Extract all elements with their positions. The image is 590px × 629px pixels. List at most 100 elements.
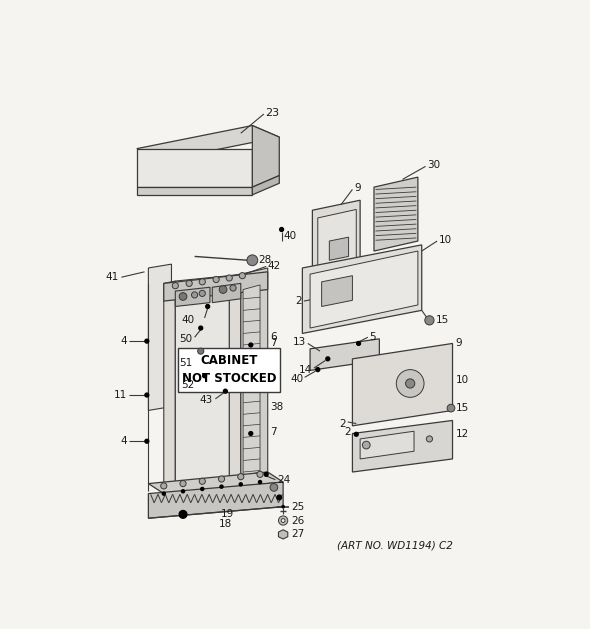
Circle shape (218, 476, 225, 482)
Polygon shape (278, 530, 288, 539)
Text: 50: 50 (179, 334, 192, 344)
Circle shape (355, 432, 358, 437)
Text: 51: 51 (179, 359, 192, 369)
Circle shape (220, 485, 223, 488)
Text: 9: 9 (354, 183, 360, 193)
Polygon shape (148, 264, 172, 411)
Polygon shape (212, 284, 241, 303)
Circle shape (145, 439, 149, 443)
Polygon shape (352, 343, 453, 426)
Circle shape (172, 282, 178, 289)
Circle shape (362, 441, 370, 449)
Polygon shape (137, 187, 253, 195)
Text: 40: 40 (182, 315, 195, 325)
Polygon shape (360, 431, 414, 459)
FancyBboxPatch shape (178, 348, 280, 392)
Text: 23: 23 (266, 108, 280, 118)
Circle shape (213, 277, 219, 282)
Text: 7: 7 (270, 338, 277, 348)
Circle shape (230, 285, 236, 291)
Circle shape (281, 519, 285, 523)
Circle shape (162, 492, 165, 495)
Text: 40: 40 (290, 374, 303, 384)
Circle shape (396, 370, 424, 398)
Circle shape (282, 506, 284, 508)
Text: 11: 11 (113, 390, 127, 400)
Circle shape (257, 471, 263, 477)
Text: 27: 27 (291, 530, 305, 540)
Circle shape (280, 228, 284, 231)
Circle shape (247, 255, 258, 265)
Polygon shape (137, 148, 253, 187)
Text: 15: 15 (455, 403, 469, 413)
Circle shape (206, 304, 209, 308)
Text: 24: 24 (277, 475, 290, 485)
Circle shape (258, 481, 261, 484)
Polygon shape (312, 200, 360, 305)
Circle shape (201, 487, 204, 491)
Circle shape (186, 281, 192, 286)
Circle shape (219, 286, 227, 293)
Polygon shape (253, 175, 279, 195)
Text: CABINET
NOT STOCKED: CABINET NOT STOCKED (182, 354, 277, 385)
Polygon shape (241, 268, 268, 480)
Polygon shape (322, 276, 352, 306)
Circle shape (179, 511, 187, 518)
Circle shape (145, 393, 149, 397)
Circle shape (357, 342, 360, 345)
Text: 19: 19 (221, 509, 234, 520)
Circle shape (425, 316, 434, 325)
Polygon shape (374, 177, 418, 251)
Polygon shape (164, 272, 268, 301)
Text: 2: 2 (340, 418, 346, 428)
Circle shape (270, 484, 278, 491)
Circle shape (182, 490, 185, 493)
Text: 43: 43 (200, 396, 213, 406)
Text: 2: 2 (296, 296, 302, 306)
Circle shape (326, 357, 330, 361)
Circle shape (277, 495, 281, 500)
Circle shape (405, 379, 415, 388)
Circle shape (226, 275, 232, 281)
Circle shape (179, 292, 187, 300)
Polygon shape (310, 339, 379, 370)
Text: 40: 40 (284, 231, 297, 241)
Polygon shape (253, 126, 279, 187)
Polygon shape (243, 285, 260, 476)
Text: 10: 10 (438, 235, 452, 245)
Text: 15: 15 (435, 315, 449, 325)
Text: 52: 52 (181, 380, 195, 390)
Polygon shape (175, 276, 230, 484)
Text: 5: 5 (369, 331, 376, 342)
Text: 38: 38 (270, 401, 283, 411)
Text: 13: 13 (293, 337, 306, 347)
Circle shape (180, 481, 186, 487)
Text: 4: 4 (120, 336, 127, 346)
Circle shape (160, 483, 167, 489)
Polygon shape (310, 251, 418, 328)
Polygon shape (318, 209, 356, 298)
Circle shape (202, 374, 206, 377)
Text: 26: 26 (291, 516, 305, 526)
Circle shape (192, 292, 198, 298)
Text: 28: 28 (258, 255, 272, 265)
Polygon shape (230, 274, 241, 481)
Polygon shape (302, 245, 422, 333)
Circle shape (238, 474, 244, 480)
Polygon shape (329, 237, 349, 260)
Circle shape (145, 339, 149, 343)
Text: 18: 18 (219, 519, 232, 528)
Text: 7: 7 (270, 427, 277, 437)
Circle shape (249, 343, 253, 347)
Text: 6: 6 (270, 332, 277, 342)
Polygon shape (137, 126, 279, 160)
Circle shape (239, 483, 242, 486)
Circle shape (249, 431, 253, 435)
Text: 12: 12 (455, 430, 469, 439)
Circle shape (278, 516, 288, 525)
Circle shape (447, 404, 455, 412)
Text: 9: 9 (455, 338, 462, 348)
Circle shape (199, 279, 205, 285)
Circle shape (199, 291, 205, 296)
Circle shape (264, 472, 268, 476)
